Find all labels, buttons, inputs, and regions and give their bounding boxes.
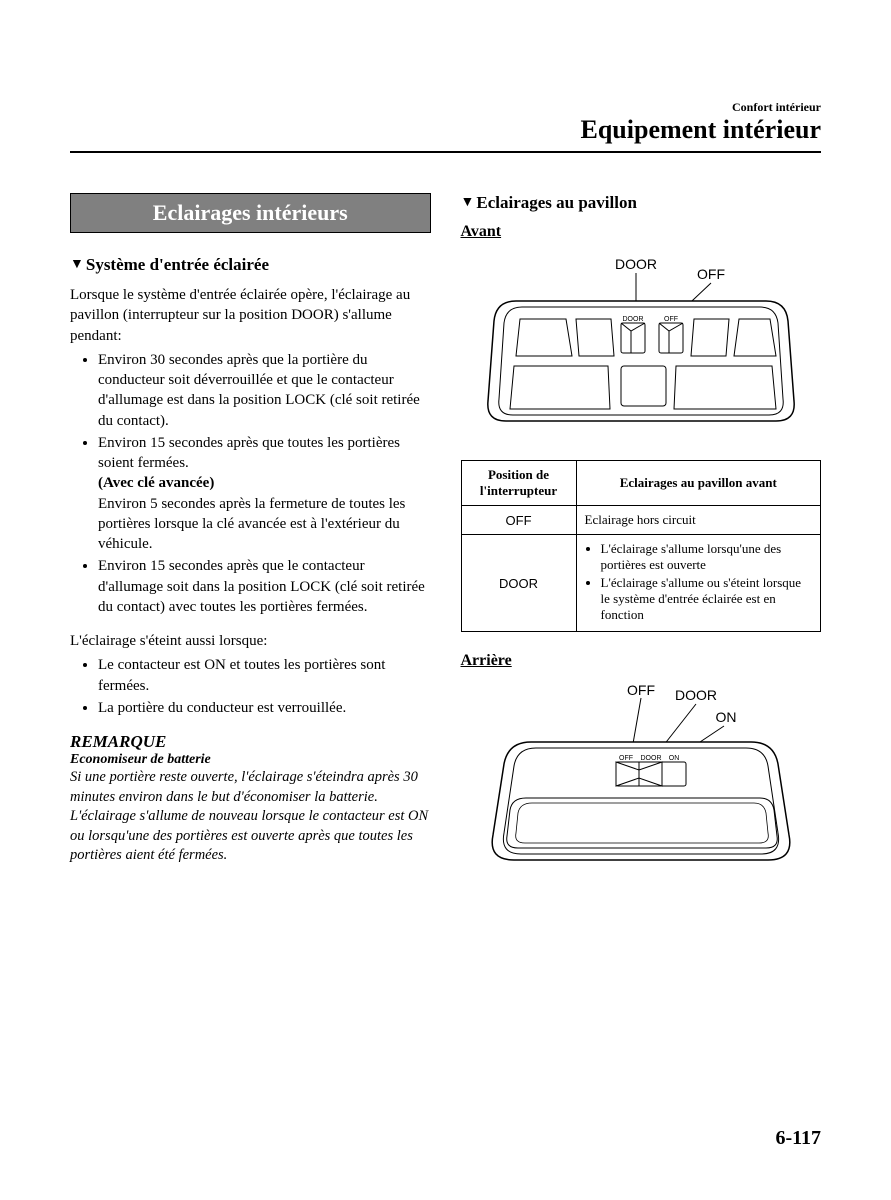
table-bullet: L'éclairage s'allume lorsqu'une des port…: [601, 541, 812, 573]
diagram-switch-door: DOOR: [622, 316, 643, 323]
remarque-title: REMARQUE: [70, 732, 431, 752]
diagram-switch-on: ON: [669, 755, 680, 762]
list-item: Environ 30 secondes après que la portièr…: [98, 350, 431, 431]
subhead-pavillon: ▼ Eclairages au pavillon: [461, 193, 822, 213]
right-column: ▼ Eclairages au pavillon Avant DOOR OFF …: [461, 193, 822, 899]
list-item-text: Environ 5 secondes après la fermeture de…: [98, 496, 405, 553]
diagram-switch-door: DOOR: [640, 755, 661, 762]
table-header: Eclairages au pavillon avant: [576, 461, 820, 506]
table-cell: DOOR: [461, 535, 576, 632]
page-header: Confort intérieur Equipement intérieur: [70, 100, 821, 153]
header-title: Equipement intérieur: [70, 115, 821, 145]
remarque-para: Si une portière reste ouverte, l'éclaira…: [70, 768, 431, 807]
diagram-label-off: OFF: [627, 682, 655, 698]
front-light-diagram: DOOR OFF DOOR OFF: [461, 251, 822, 436]
left-column: Eclairages intérieurs ▼ Système d'entrée…: [70, 193, 431, 899]
list-item: La portière du conducteur est verrouillé…: [98, 698, 431, 718]
diagram-switch-off: OFF: [619, 755, 633, 762]
subhead-systeme-text: Système d'entrée éclairée: [86, 255, 269, 275]
diagram-label-on: ON: [715, 709, 736, 725]
table-cell: OFF: [461, 506, 576, 535]
subhead-systeme: ▼ Système d'entrée éclairée: [70, 255, 431, 275]
rear-light-diagram: OFF DOOR ON OFF DOOR ON: [461, 680, 822, 875]
switch-position-table: Position de l'interrupteur Eclairages au…: [461, 460, 822, 632]
rear-light-svg: OFF DOOR ON OFF DOOR ON: [476, 680, 806, 870]
diagram-label-door: DOOR: [675, 687, 717, 703]
header-category: Confort intérieur: [70, 100, 821, 115]
intro-para: Lorsque le système d'entrée éclairée opè…: [70, 285, 431, 346]
remarque-subtitle: Economiseur de batterie: [70, 752, 431, 768]
section-banner: Eclairages intérieurs: [70, 193, 431, 233]
list-item-bold: (Avec clé avancée): [98, 475, 214, 491]
off-conditions-list: Le contacteur est ON et toutes les porti…: [70, 655, 431, 718]
triangle-icon: ▼: [461, 195, 475, 211]
table-cell: Eclairage hors circuit: [576, 506, 820, 535]
subhead-pavillon-text: Eclairages au pavillon: [476, 193, 637, 213]
diagram-switch-off: OFF: [664, 316, 678, 323]
avant-label: Avant: [461, 223, 822, 241]
diagram-label-off: OFF: [697, 266, 725, 282]
triangle-icon: ▼: [70, 257, 84, 273]
table-header: Position de l'interrupteur: [461, 461, 576, 506]
arriere-label: Arrière: [461, 652, 822, 670]
diagram-label-door: DOOR: [615, 256, 657, 272]
list-item: Environ 15 secondes après que le contact…: [98, 556, 431, 617]
table-cell: L'éclairage s'allume lorsqu'une des port…: [576, 535, 820, 632]
list-item-text: Environ 15 secondes après que toutes les…: [98, 435, 400, 471]
on-conditions-list: Environ 30 secondes après que la portièr…: [70, 350, 431, 617]
remarque-para: L'éclairage s'allume de nouveau lorsque …: [70, 807, 431, 866]
list-item: Environ 15 secondes après que toutes les…: [98, 433, 431, 555]
page-number: 6-117: [775, 1127, 821, 1150]
front-light-svg: DOOR OFF DOOR OFF: [476, 251, 806, 431]
table-header-row: Position de l'interrupteur Eclairages au…: [461, 461, 821, 506]
table-row: OFF Eclairage hors circuit: [461, 506, 821, 535]
table-bullet: L'éclairage s'allume ou s'éteint lorsque…: [601, 575, 812, 623]
off-intro: L'éclairage s'éteint aussi lorsque:: [70, 631, 431, 651]
list-item: Le contacteur est ON et toutes les porti…: [98, 655, 431, 696]
table-row: DOOR L'éclairage s'allume lorsqu'une des…: [461, 535, 821, 632]
content-columns: Eclairages intérieurs ▼ Système d'entrée…: [70, 193, 821, 899]
